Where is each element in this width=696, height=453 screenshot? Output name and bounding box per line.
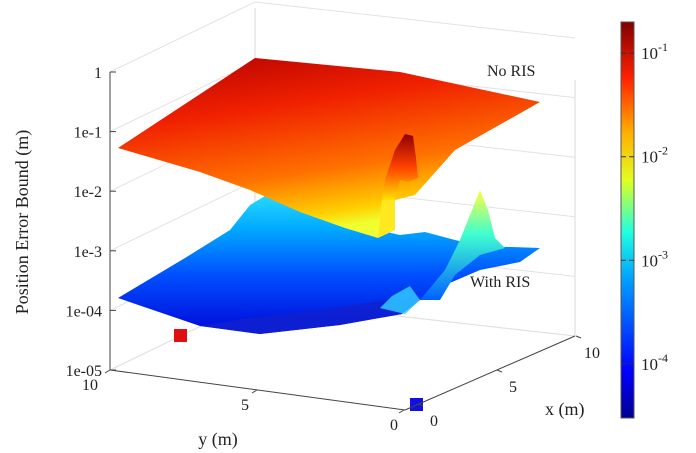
z-gridline-right [254,1,576,39]
colorbar [620,21,635,419]
x-axis-ticks: 0 5 10 [417,335,600,430]
marker-red-square [174,329,187,342]
z-tick-label: 1e-04 [66,303,102,320]
colorbar-tick-label: 10-1 [641,40,668,63]
annotation-with-ris: With RIS [470,274,530,291]
colorbar-tick-label: 10-2 [641,144,668,167]
y-tick-label: 5 [241,397,249,414]
z-tick-label: 1e-2 [74,184,102,201]
y-tick-mark [398,409,405,414]
x-axis-line [404,335,576,411]
x-tick-label: 10 [584,345,600,362]
z-tick-label: 1e-3 [74,244,102,261]
colorbar-ticks: 10-1 10-2 10-3 10-4 [621,40,668,374]
colorbar-tick-label: 10-3 [641,247,668,270]
colorbar-tick-label: 10-4 [641,351,668,374]
y-axis-ticks: 10 5 0 [82,369,405,434]
y-tick-label: 0 [390,417,398,434]
x-tick-mark [575,335,582,339]
z-axis-ticks: 1e-05 1e-04 1e-3 1e-2 1e-1 1 [66,65,116,380]
z-tick-label: 1e-1 [74,125,102,142]
z-gridline-left [109,61,256,133]
z-gridline-left [109,180,256,252]
y-tick-label: 10 [82,377,98,394]
surface-with-ris [118,185,540,334]
z-axis-label: Position Error Bound (m) [12,130,33,315]
surface-no-ris [118,58,540,238]
y-axis-label: y (m) [198,429,238,450]
x-axis-label: x (m) [545,399,585,420]
x-tick-mark [496,369,503,373]
x-tick-label: 5 [509,379,517,396]
x-tick-label: 0 [430,413,438,430]
z-tick-label: 1 [94,65,102,82]
y-tick-mark [104,369,111,374]
x-tick-mark [417,403,424,407]
y-tick-mark [251,389,258,394]
annotation-no-ris: No RIS [487,63,535,80]
y-axis-line [109,369,406,411]
z-tick-label: 1e-05 [66,363,102,380]
z-gridline-left [109,1,256,73]
